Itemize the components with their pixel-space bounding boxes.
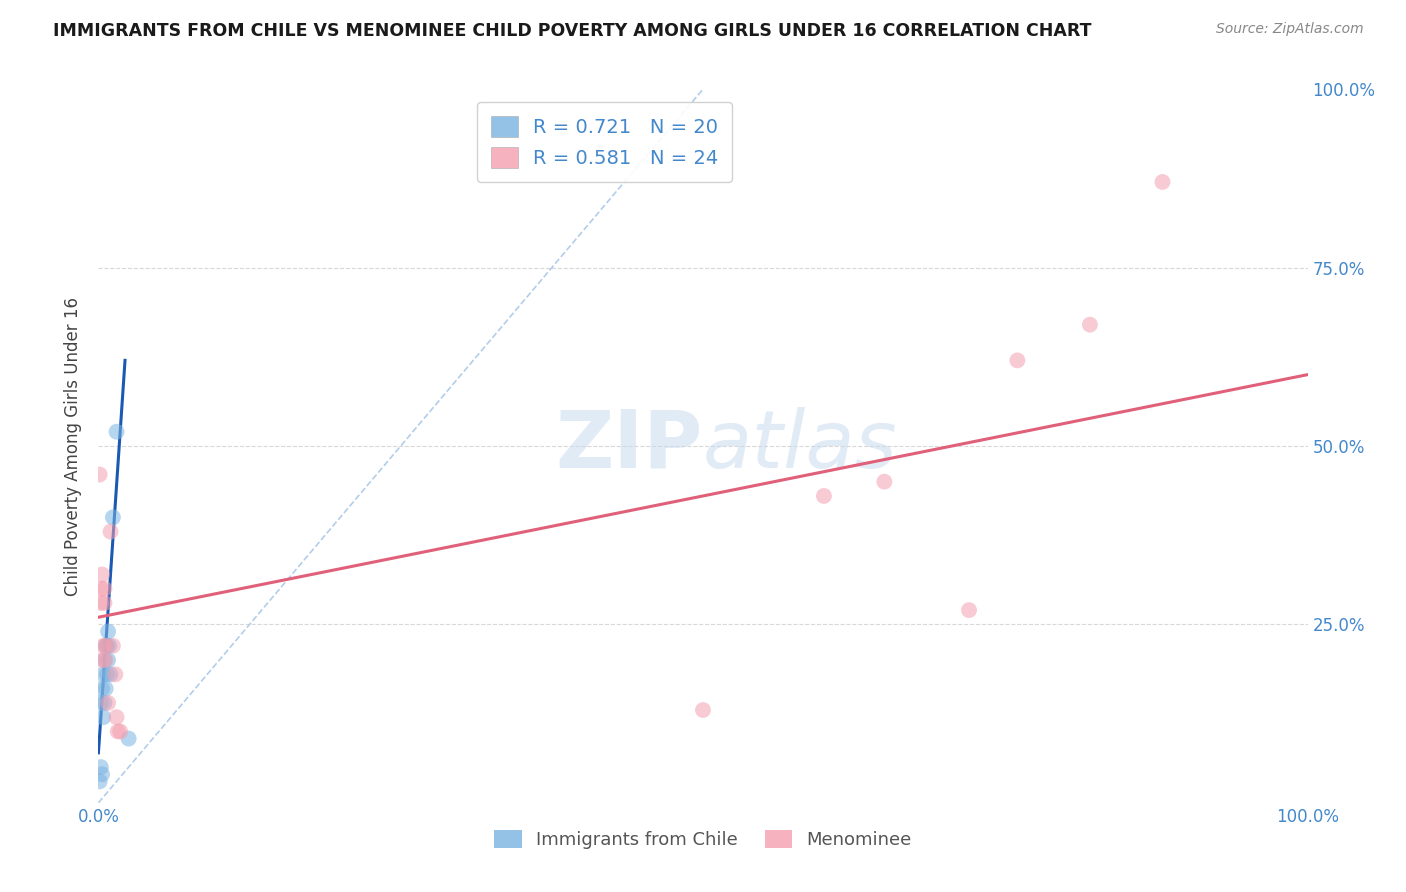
Point: [90, 582, 112, 596]
Point: [118, 731, 141, 746]
Point: [93, 696, 115, 710]
Point: [96, 667, 118, 681]
Point: [90, 696, 112, 710]
Text: Source: ZipAtlas.com: Source: ZipAtlas.com: [1216, 22, 1364, 37]
Point: [692, 703, 714, 717]
Point: [89, 467, 111, 482]
Point: [97, 696, 120, 710]
Point: [1152, 175, 1174, 189]
Point: [94, 639, 117, 653]
Point: [91, 667, 114, 681]
Point: [90, 760, 112, 774]
Point: [104, 667, 127, 681]
Point: [105, 710, 128, 724]
Point: [100, 524, 122, 539]
Point: [101, 639, 124, 653]
Point: [1007, 353, 1029, 368]
Y-axis label: Child Poverty Among Girls Under 16: Child Poverty Among Girls Under 16: [65, 296, 83, 596]
Point: [1078, 318, 1101, 332]
Point: [94, 681, 117, 696]
Point: [91, 767, 114, 781]
Point: [97, 653, 120, 667]
Point: [93, 582, 115, 596]
Point: [97, 624, 120, 639]
Point: [91, 653, 114, 667]
Point: [813, 489, 835, 503]
Point: [93, 653, 115, 667]
Point: [957, 603, 980, 617]
Point: [100, 667, 122, 681]
Legend: Immigrants from Chile, Menominee: Immigrants from Chile, Menominee: [485, 821, 921, 858]
Point: [107, 724, 129, 739]
Point: [873, 475, 896, 489]
Point: [94, 653, 117, 667]
Point: [90, 596, 112, 610]
Point: [91, 681, 114, 696]
Point: [96, 639, 118, 653]
Point: [94, 639, 117, 653]
Point: [91, 639, 114, 653]
Point: [101, 510, 124, 524]
Point: [91, 710, 114, 724]
Point: [89, 774, 111, 789]
Text: ZIP: ZIP: [555, 407, 703, 485]
Point: [108, 724, 131, 739]
Point: [98, 639, 121, 653]
Point: [93, 596, 115, 610]
Point: [105, 425, 128, 439]
Text: IMMIGRANTS FROM CHILE VS MENOMINEE CHILD POVERTY AMONG GIRLS UNDER 16 CORRELATIO: IMMIGRANTS FROM CHILE VS MENOMINEE CHILD…: [53, 22, 1092, 40]
Point: [91, 567, 114, 582]
Text: atlas: atlas: [703, 407, 898, 485]
